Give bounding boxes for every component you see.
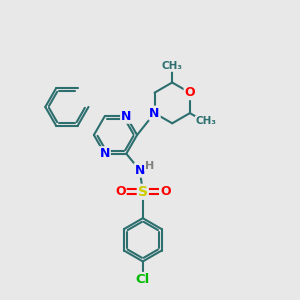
Text: CH₃: CH₃	[162, 61, 183, 71]
Text: Cl: Cl	[136, 273, 150, 286]
Text: S: S	[138, 185, 148, 199]
Text: N: N	[100, 147, 110, 160]
Text: H: H	[145, 161, 154, 171]
Text: O: O	[184, 86, 195, 99]
Text: N: N	[149, 106, 160, 120]
Text: N: N	[135, 164, 145, 177]
Text: N: N	[121, 110, 131, 123]
Text: O: O	[115, 185, 126, 198]
Text: CH₃: CH₃	[196, 116, 217, 126]
Text: O: O	[160, 185, 171, 198]
